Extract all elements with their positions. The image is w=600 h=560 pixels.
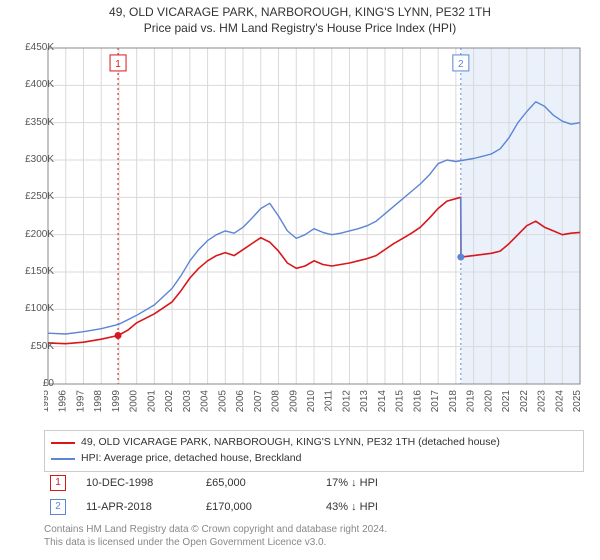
svg-text:2007: 2007: [253, 390, 264, 413]
svg-text:2006: 2006: [235, 390, 246, 413]
svg-text:2005: 2005: [217, 390, 228, 413]
svg-text:2021: 2021: [501, 390, 512, 413]
svg-text:2011: 2011: [324, 390, 335, 412]
y-tick-label: £50K: [14, 341, 54, 352]
svg-text:2016: 2016: [412, 390, 423, 413]
svg-text:2023: 2023: [537, 390, 548, 413]
svg-text:1999: 1999: [111, 390, 122, 413]
y-tick-label: £250K: [14, 191, 54, 202]
svg-text:2017: 2017: [430, 390, 441, 413]
svg-text:2008: 2008: [271, 390, 282, 413]
marker-number: 1: [50, 475, 66, 491]
svg-text:2019: 2019: [466, 390, 477, 413]
svg-text:2000: 2000: [129, 390, 140, 413]
svg-text:2025: 2025: [572, 390, 583, 413]
svg-text:2024: 2024: [554, 390, 565, 413]
svg-text:2009: 2009: [288, 390, 299, 413]
marker-delta: 17% ↓ HPI: [326, 477, 426, 489]
marker-number: 2: [50, 499, 66, 515]
y-tick-label: £150K: [14, 266, 54, 277]
y-tick-label: £100K: [14, 303, 54, 314]
svg-text:2002: 2002: [164, 390, 175, 413]
y-tick-label: £200K: [14, 229, 54, 240]
svg-text:2: 2: [458, 59, 464, 70]
chart-title-1: 49, OLD VICARAGE PARK, NARBOROUGH, KING'…: [0, 4, 600, 20]
y-tick-label: £0: [14, 378, 54, 389]
svg-text:2018: 2018: [448, 390, 459, 413]
svg-text:1: 1: [115, 59, 121, 70]
legend-label: HPI: Average price, detached house, Brec…: [81, 451, 301, 467]
marker-date: 11-APR-2018: [86, 501, 186, 513]
marker-price: £170,000: [206, 501, 306, 513]
svg-text:1995: 1995: [44, 390, 51, 413]
legend-swatch: [51, 442, 75, 444]
marker-table: 1 10-DEC-1998 £65,000 17% ↓ HPI 2 11-APR-2018…: [44, 471, 584, 519]
svg-text:1997: 1997: [75, 390, 86, 413]
svg-text:2020: 2020: [483, 390, 494, 413]
svg-text:2003: 2003: [182, 390, 193, 413]
marker-delta: 43% ↓ HPI: [326, 501, 426, 513]
svg-text:2004: 2004: [200, 390, 211, 413]
marker-row: 2 11-APR-2018 £170,000 43% ↓ HPI: [44, 495, 584, 519]
marker-price: £65,000: [206, 477, 306, 489]
chart-plot: 1995 1996 1997 1998 1999 2000 2001 2002 2003 2004…: [44, 44, 584, 420]
y-tick-label: £400K: [14, 79, 54, 90]
svg-text:2015: 2015: [395, 390, 406, 413]
legend-item: HPI: Average price, detached house, Brec…: [51, 451, 577, 467]
license-text: Contains HM Land Registry data © Crown c…: [44, 523, 387, 549]
chart-title-2: Price paid vs. HM Land Registry's House …: [0, 20, 600, 36]
svg-text:1998: 1998: [93, 390, 104, 413]
legend-label: 49, OLD VICARAGE PARK, NARBOROUGH, KING'…: [81, 435, 500, 451]
y-tick-label: £300K: [14, 154, 54, 165]
svg-text:2013: 2013: [359, 390, 370, 413]
legend: 49, OLD VICARAGE PARK, NARBOROUGH, KING'…: [44, 430, 584, 472]
legend-swatch: [51, 458, 75, 460]
y-tick-label: £450K: [14, 42, 54, 53]
svg-text:1996: 1996: [58, 390, 69, 413]
y-tick-label: £350K: [14, 117, 54, 128]
svg-text:2022: 2022: [519, 390, 530, 413]
legend-item: 49, OLD VICARAGE PARK, NARBOROUGH, KING'…: [51, 435, 577, 451]
marker-date: 10-DEC-1998: [86, 477, 186, 489]
svg-text:2010: 2010: [306, 390, 317, 413]
svg-text:2012: 2012: [341, 390, 352, 413]
svg-text:2001: 2001: [146, 390, 157, 413]
svg-text:2014: 2014: [377, 390, 388, 413]
marker-row: 1 10-DEC-1998 £65,000 17% ↓ HPI: [44, 471, 584, 495]
